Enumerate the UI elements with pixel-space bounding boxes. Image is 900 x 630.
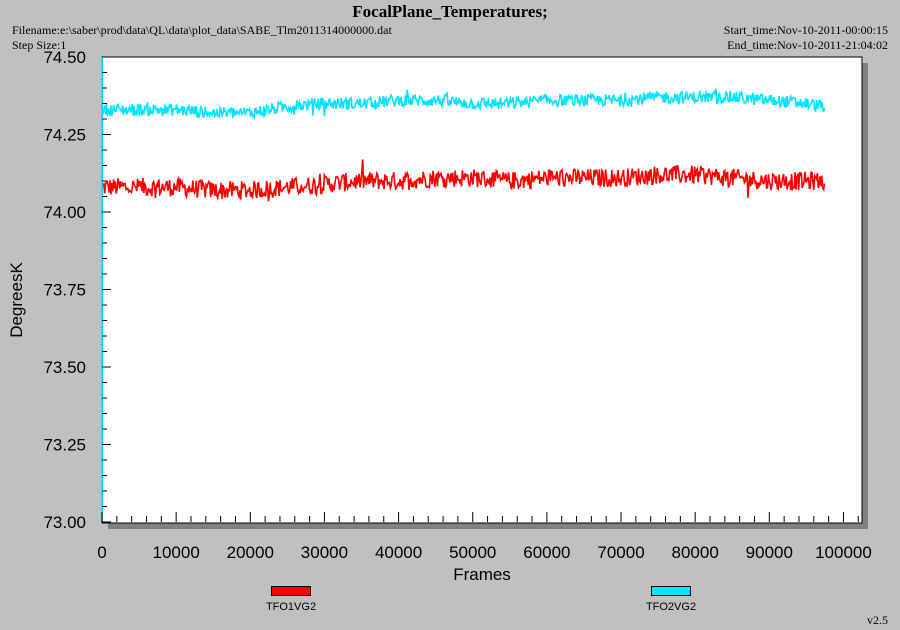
legend-swatch-tfo2vg2 — [651, 586, 691, 596]
start-time-text: Start_time:Nov-10-2011-00:00:15 — [723, 23, 888, 37]
x-tick-label: 80000 — [672, 543, 719, 562]
series-line — [101, 88, 826, 121]
x-tick-label: 90000 — [746, 543, 793, 562]
y-tick-label: 73.50 — [43, 358, 86, 377]
x-tick-label: 100000 — [815, 543, 872, 562]
x-tick-label: 30000 — [301, 543, 348, 562]
x-tick-label: 70000 — [597, 543, 644, 562]
legend-label-tfo2vg2: TFO2VG2 — [645, 601, 697, 613]
y-tick-label: 73.00 — [43, 513, 86, 532]
page-title: FocalPlane_Temperatures; — [352, 2, 548, 21]
y-tick-label: 74.00 — [43, 203, 86, 222]
series-line — [101, 159, 826, 202]
y-tick-label: 73.25 — [43, 436, 86, 455]
series-layer — [101, 88, 826, 202]
y-tick-label: 74.50 — [43, 48, 86, 67]
x-tick-label: 60000 — [523, 543, 570, 562]
plot-area — [101, 56, 863, 524]
end-time-text: End_time:Nov-10-2011-21:04:02 — [727, 38, 888, 52]
y-tick-label: 74.25 — [43, 126, 86, 145]
x-tick-label: 50000 — [449, 543, 496, 562]
x-tick-label: 0 — [97, 543, 106, 562]
series-tfo1vg2 — [101, 159, 826, 202]
filename-text: Filename:e:\saber\prod\data\QL\data\plot… — [12, 23, 392, 37]
x-tick-label: 20000 — [227, 543, 274, 562]
legend-label-tfo1vg2: TFO1VG2 — [265, 601, 317, 613]
axis-layer: 73.00 73.25 73.50 73.75 74.00 74.25 74.50 0 1000… — [43, 48, 871, 562]
y-tick-label: 73.75 — [43, 281, 86, 300]
x-tick-label: 40000 — [375, 543, 422, 562]
y-axis-label: DegreesK — [7, 262, 26, 338]
legend-swatch-tfo1vg2 — [271, 586, 311, 596]
x-tick-label: 10000 — [153, 543, 200, 562]
step-size-text: Step Size:1 — [12, 38, 67, 52]
version-text: v2.5 — [867, 613, 888, 627]
x-axis-label: Frames — [453, 565, 511, 584]
